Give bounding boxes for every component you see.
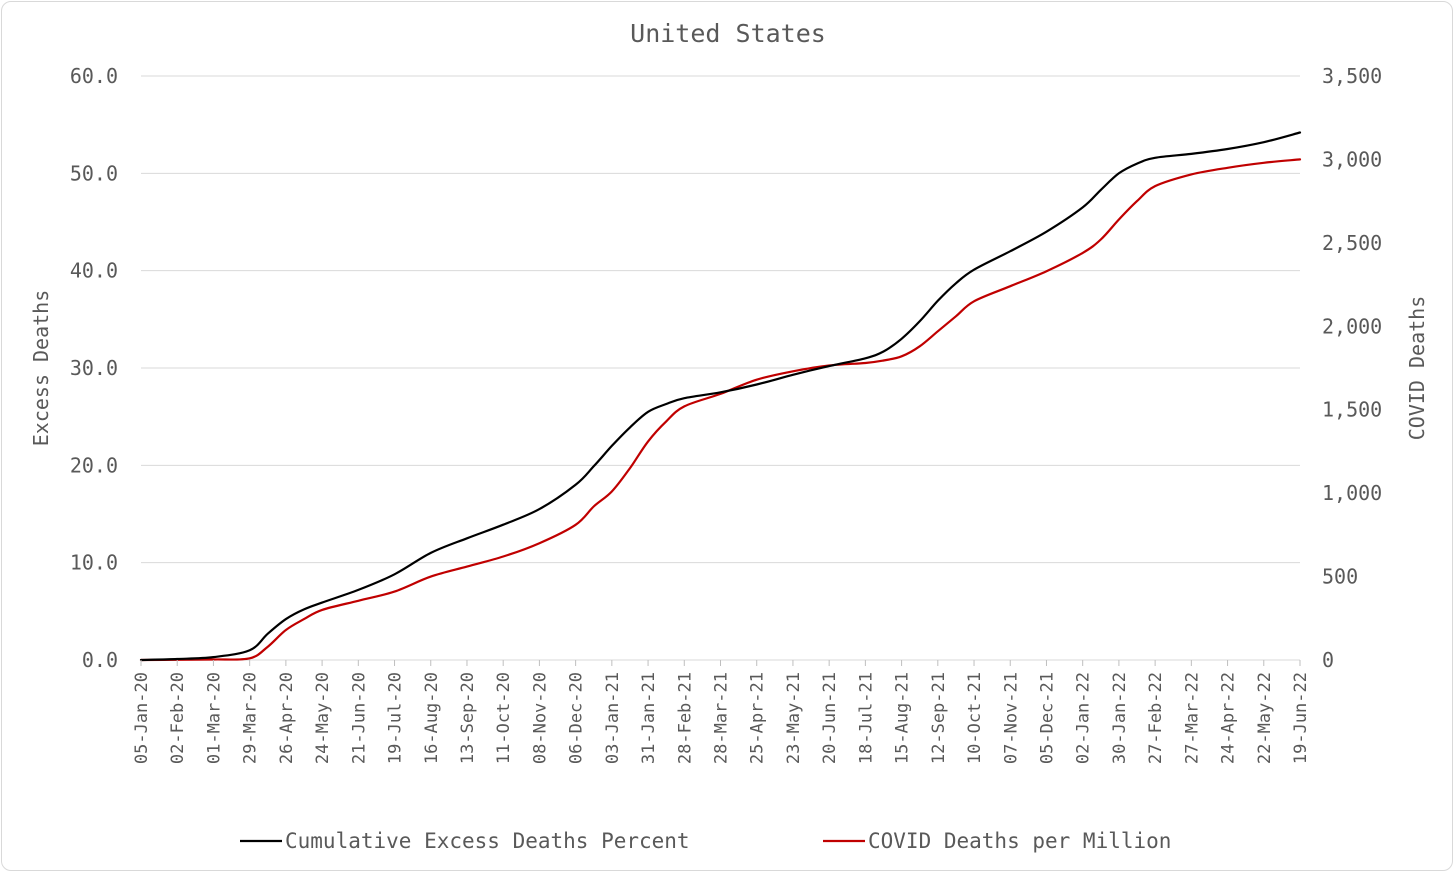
x-tick-label: 19-Jul-20	[386, 672, 406, 764]
x-tick-label: 07-Nov-21	[1001, 672, 1021, 764]
legend: Cumulative Excess Deaths Percent COVID D…	[240, 829, 1171, 853]
left-tick-label: 20.0	[70, 453, 118, 477]
left-tick-label: 30.0	[70, 356, 118, 380]
left-axis-label: Excess Deaths	[29, 290, 53, 447]
legend-label-covid: COVID Deaths per Million	[868, 829, 1171, 853]
right-tick-label: 2,500	[1322, 231, 1382, 255]
right-tick-label: 1,000	[1322, 481, 1382, 505]
left-tick-label: 50.0	[70, 161, 118, 185]
x-tick-label: 29-Mar-20	[241, 672, 261, 764]
right-tick-label: 500	[1322, 565, 1358, 589]
x-tick-label: 03-Jan-21	[603, 672, 623, 764]
x-tick-label: 27-Mar-22	[1182, 672, 1202, 764]
x-tick-label: 05-Dec-21	[1037, 672, 1057, 764]
x-tick-label: 02-Jan-22	[1074, 672, 1094, 764]
x-tick-label: 21-Jun-20	[349, 672, 369, 764]
right-axis-label: COVID Deaths	[1405, 296, 1429, 441]
x-tick-label: 26-Apr-20	[277, 672, 297, 764]
series-lines	[139, 131, 1302, 662]
x-tick-label: 10-Oct-21	[965, 672, 985, 764]
series-line-covid-deaths	[139, 158, 1302, 662]
x-tick-label: 16-Aug-20	[422, 672, 442, 764]
x-tick-label: 24-Apr-22	[1219, 672, 1239, 764]
left-tick-label: 40.0	[70, 259, 118, 283]
legend-label-excess: Cumulative Excess Deaths Percent	[285, 829, 690, 853]
right-tick-label: 0	[1322, 648, 1334, 672]
x-tick-label: 05-Jan-20	[132, 672, 152, 764]
x-tick-label: 06-Dec-20	[567, 672, 587, 764]
x-tick-label: 20-Jun-21	[820, 672, 840, 764]
series-line-excess-deaths	[139, 131, 1302, 662]
gridlines	[141, 75, 1300, 661]
x-tick-label: 13-Sep-20	[458, 672, 478, 764]
x-tick-label: 12-Sep-21	[929, 672, 949, 764]
x-tick-label: 27-Feb-22	[1146, 672, 1166, 764]
x-axis-ticks: 05-Jan-20 02-Feb-20 01-Mar-20 29-Mar-20 26-A…	[132, 660, 1311, 764]
x-tick-label: 23-May-21	[784, 672, 804, 764]
x-tick-label: 22-May-22	[1255, 672, 1275, 764]
right-tick-label: 2,000	[1322, 314, 1382, 338]
x-tick-label: 02-Feb-20	[168, 672, 188, 764]
x-tick-label: 15-Aug-21	[893, 672, 913, 764]
chart-title: United States	[630, 19, 826, 48]
x-tick-label: 28-Mar-21	[712, 672, 732, 764]
left-axis-ticks: 0.0 10.0 20.0 30.0 40.0 50.0 60.0	[70, 64, 118, 672]
right-axis-ticks: 0 500 1,000 1,500 2,000 2,500 3,000 3,500	[1322, 64, 1382, 672]
x-tick-label: 19-Jun-22	[1291, 672, 1311, 764]
right-tick-label: 3,000	[1322, 147, 1382, 171]
left-tick-label: 10.0	[70, 551, 118, 575]
x-tick-label: 01-Mar-20	[204, 672, 224, 764]
right-tick-label: 1,500	[1322, 398, 1382, 422]
x-tick-label: 11-Oct-20	[494, 672, 514, 764]
x-tick-label: 31-Jan-21	[639, 672, 659, 764]
x-tick-label: 18-Jul-21	[856, 672, 876, 764]
left-tick-label: 0.0	[82, 648, 118, 672]
x-tick-label: 24-May-20	[313, 672, 333, 764]
x-tick-label: 25-Apr-21	[748, 672, 768, 764]
right-tick-label: 3,500	[1322, 64, 1382, 88]
left-tick-label: 60.0	[70, 64, 118, 88]
x-tick-label: 28-Feb-21	[675, 672, 695, 764]
x-tick-label: 30-Jan-22	[1110, 672, 1130, 764]
x-tick-label: 08-Nov-20	[530, 672, 550, 764]
